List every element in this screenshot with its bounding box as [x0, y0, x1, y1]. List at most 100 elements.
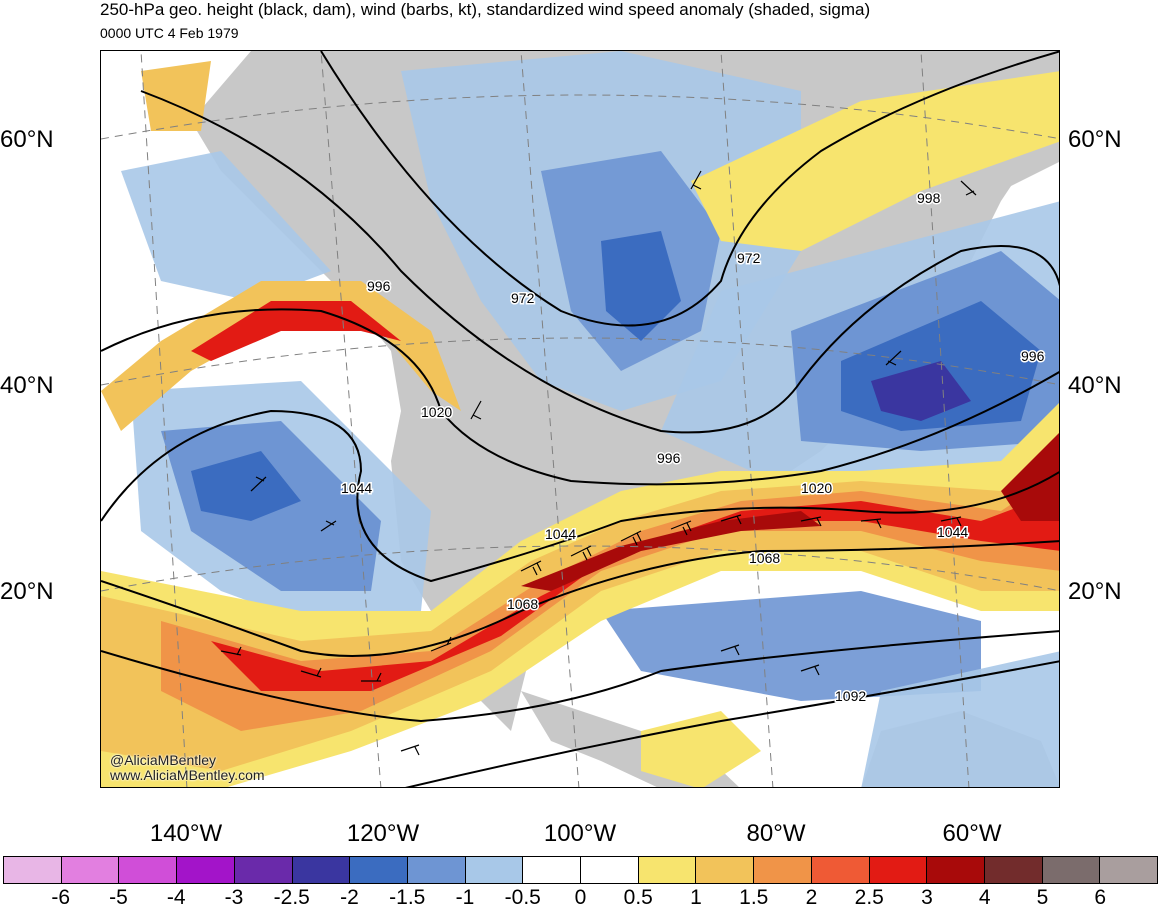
lat-label-20n-left: 20°N	[0, 578, 54, 605]
wind-barbs	[220, 170, 977, 756]
wind-barb	[320, 520, 337, 532]
negative-anomaly-atlantic-core	[871, 361, 971, 421]
positive-anomaly-ridge-core	[191, 301, 401, 361]
negative-anomaly-west	[121, 151, 331, 301]
wind-barb	[800, 516, 822, 527]
contour-label: 996	[367, 278, 391, 294]
colorbar-tick-label: -2.5	[273, 886, 310, 909]
map-panel: 996 972 1020 1044 996 1044 1068 1068 102…	[100, 50, 1060, 788]
lon-label-140w: 140°W	[149, 820, 223, 847]
wind-barb	[670, 520, 692, 536]
wind-barb	[940, 516, 962, 527]
anomaly-shading	[101, 51, 1059, 787]
wind-barb	[570, 545, 592, 561]
map-title: 250-hPa geo. height (black, dam), wind (…	[100, 0, 871, 19]
colorbar-swatch	[292, 857, 351, 883]
contour-label: 998	[917, 190, 941, 206]
contour-south	[405, 660, 1059, 787]
colorbar	[3, 856, 1158, 884]
colorbar-tick-label: -1	[455, 886, 475, 909]
colorbar-swatch	[523, 857, 582, 883]
colorbar-swatch	[1042, 857, 1101, 883]
contour-label: 1020	[421, 404, 452, 420]
wind-barb	[520, 560, 542, 576]
colorbar-tick-label: 1.5	[739, 886, 769, 909]
contour-label: 1068	[507, 596, 538, 612]
colorbar-swatch	[984, 857, 1043, 883]
map-canvas: 996 972 1020 1044 996 1044 1068 1068 102…	[101, 51, 1059, 787]
contour-972	[320, 51, 1059, 327]
colorbar-tick-label: -4	[166, 886, 186, 909]
wind-barb	[220, 646, 242, 656]
height-contours	[101, 51, 1059, 787]
colorbar-swatch	[869, 857, 928, 883]
colorbar-swatch	[811, 857, 870, 883]
negative-anomaly-gulf	[601, 591, 981, 701]
contour-label: 1020	[801, 480, 832, 496]
credit-handle: @AliciaMBentley	[110, 752, 217, 768]
contour-996-north	[140, 90, 1059, 434]
colorbar-tick-label: 4	[978, 886, 991, 909]
contour-1068	[101, 540, 1059, 657]
colorbar-swatch	[4, 857, 62, 883]
lon-label-80w: 80°W	[746, 820, 806, 847]
colorbar-tick-label: -6	[51, 886, 71, 909]
positive-anomaly-jet-red	[211, 491, 1059, 691]
contour-label: 1044	[545, 526, 576, 542]
positive-anomaly-greenland	[691, 71, 1059, 251]
negative-anomaly-pacific-inner	[191, 451, 301, 521]
wind-barb	[620, 530, 642, 546]
contour-label: 972	[737, 250, 761, 266]
colorbar-tick-label: 1	[690, 886, 702, 909]
lon-label-120w: 120°W	[346, 820, 420, 847]
wind-barb	[720, 514, 742, 525]
colorbar-tick-label: 0	[574, 886, 587, 909]
lon-label-60w: 60°W	[942, 820, 1002, 847]
colorbar-swatch	[754, 857, 812, 883]
wind-barb	[885, 350, 902, 366]
colorbar-swatch	[61, 857, 120, 883]
contour-label: 1068	[749, 550, 780, 566]
map-valid-time: 0000 UTC 4 Feb 1979	[100, 25, 239, 41]
negative-anomaly-south	[861, 651, 1059, 787]
negative-anomaly-hudson-core	[601, 231, 681, 341]
wind-barb	[300, 667, 322, 678]
colorbar-swatch	[465, 857, 524, 883]
lat-label-40n-right: 40°N	[1068, 372, 1122, 399]
wind-barb	[430, 636, 452, 652]
contour-1044	[101, 409, 1059, 583]
positive-anomaly-jet-core	[521, 511, 821, 591]
colorbar-swatch	[581, 857, 639, 883]
wind-barb	[960, 180, 977, 196]
colorbar-tick-label: -0.5	[504, 886, 541, 909]
lat-label-40n-left: 40°N	[0, 372, 54, 399]
wind-barb	[860, 518, 882, 529]
contour-label: 1044	[937, 524, 968, 540]
colorbar-tick-label: 2	[805, 886, 818, 909]
contour-label: 996	[657, 450, 681, 466]
colorbar-swatch	[350, 857, 408, 883]
colorbar-swatch	[407, 857, 466, 883]
contour-label-group: 996 972 1020 1044 996 1044 1068 1068 102…	[340, 189, 1047, 706]
colorbar-tick-label: 0.5	[623, 886, 653, 909]
colorbar-swatch	[638, 857, 697, 883]
contour-label: 1044	[341, 480, 372, 496]
colorbar-tick-label: -3	[224, 886, 244, 909]
credit-website: www.AliciaMBentley.com	[110, 767, 265, 783]
contour-label: 972	[511, 290, 535, 306]
lat-label-20n-right: 20°N	[1068, 578, 1122, 605]
wind-barb	[690, 170, 702, 190]
colorbar-tick-label: 5	[1036, 886, 1049, 909]
colorbar-tick-label: -1.5	[389, 886, 426, 909]
colorbar-swatch	[696, 857, 755, 883]
colorbar-swatch	[1100, 857, 1158, 883]
colorbar-tick-label: 3	[921, 886, 933, 909]
lat-label-60n-right: 60°N	[1068, 126, 1122, 153]
lon-label-100w: 100°W	[543, 820, 617, 847]
wind-barb	[361, 672, 382, 682]
wind-barb	[250, 476, 267, 492]
colorbar-tick-label: 2.5	[854, 886, 884, 909]
contour-label: 1092	[835, 688, 866, 704]
graticule	[101, 51, 1059, 787]
colorbar-tick-label: -5	[109, 886, 128, 909]
